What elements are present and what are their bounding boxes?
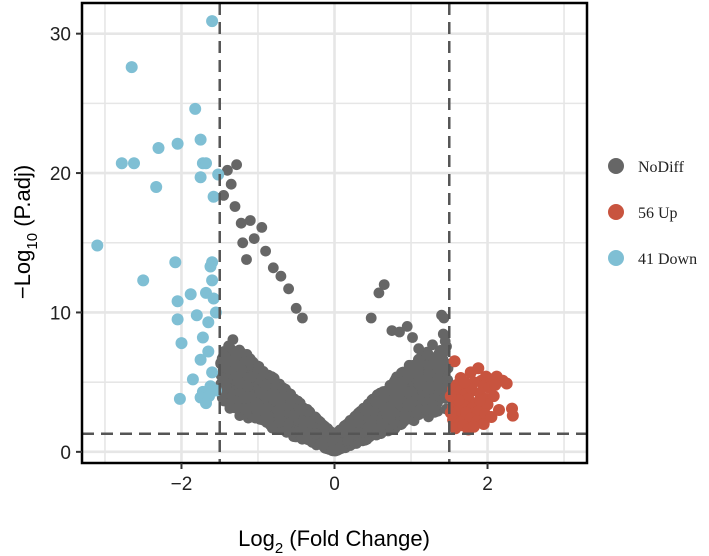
nodiff-point bbox=[230, 347, 242, 359]
grid-lines bbox=[82, 3, 587, 463]
nodiff-point bbox=[435, 345, 446, 356]
nodiff-point bbox=[437, 328, 449, 340]
nodiff-point bbox=[227, 334, 239, 345]
nodiff-point bbox=[266, 371, 278, 382]
nodiff-point bbox=[223, 398, 235, 409]
nodiff-point bbox=[423, 368, 435, 379]
